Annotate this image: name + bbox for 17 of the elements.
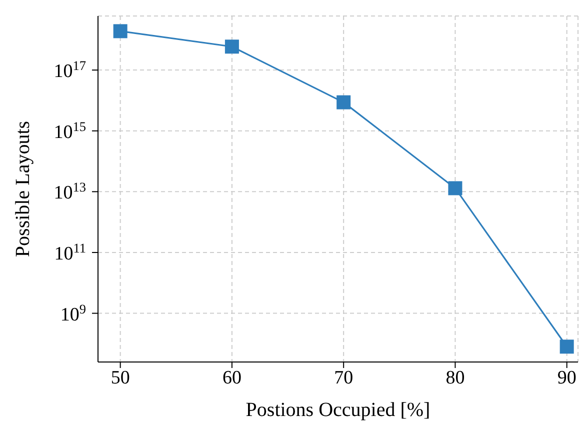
y-tick-label: 10$^{15}$ xyxy=(54,118,86,143)
point xyxy=(448,181,462,196)
x-tick-label: 60 xyxy=(222,367,242,388)
point xyxy=(224,40,239,54)
x-axis-title: Postions Occupied [%] xyxy=(246,399,430,421)
x-tick-label: 90 xyxy=(557,367,576,388)
y-axis-title: Possible Layouts xyxy=(12,120,34,258)
point xyxy=(560,340,574,354)
point xyxy=(336,95,351,110)
x-tick-label: 80 xyxy=(446,367,465,388)
y-tick-label: 10$^{13}$ xyxy=(54,179,86,204)
x-tick-label: 70 xyxy=(334,367,354,388)
y-tick-label: 10$^{11}$ xyxy=(54,240,86,264)
x-tick-label: 50 xyxy=(110,367,130,388)
y-tick-label: 10$^{17}$ xyxy=(54,58,86,82)
point xyxy=(113,24,128,38)
y-tick-label: 10$^{9}$ xyxy=(60,300,86,326)
